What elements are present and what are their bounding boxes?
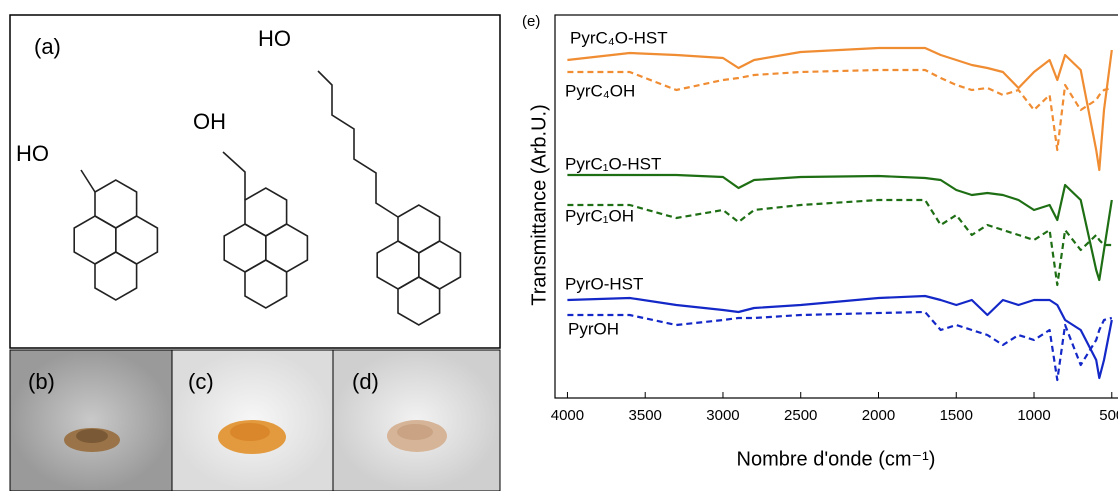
panel-label: (b) — [28, 369, 55, 394]
spectrum-line — [567, 46, 1113, 172]
x-tick-label: 500 — [1099, 407, 1118, 424]
x-tick-label: 4000 — [551, 407, 584, 424]
ring — [244, 259, 288, 309]
spectrum-line — [567, 173, 1113, 282]
x-tick-label: 1000 — [1017, 407, 1050, 424]
panel-a-frame — [9, 14, 501, 349]
structures: HO OH HO — [16, 26, 462, 326]
photo — [9, 349, 173, 491]
powder — [230, 423, 270, 441]
substituent: HO — [16, 141, 49, 166]
x-axis-label: Nombre d'onde (cm⁻¹) — [737, 448, 936, 470]
bond — [317, 70, 399, 218]
bond — [222, 151, 246, 200]
spectrum-line — [567, 68, 1113, 152]
series-label: PyrC₁O-HST — [565, 154, 661, 173]
series-label: PyrC₄O-HST — [570, 28, 668, 47]
plot-frame — [554, 14, 1118, 399]
spectrum-line — [567, 310, 1113, 382]
substituent: OH — [193, 109, 226, 134]
bond — [80, 169, 96, 193]
panel-label: (d) — [352, 369, 379, 394]
substituent: HO — [258, 26, 291, 51]
series-label: PyrO-HST — [565, 274, 643, 293]
x-tick-label: 1500 — [940, 407, 973, 424]
x-tick-label: 3500 — [629, 407, 662, 424]
spectrum-line — [567, 294, 1113, 380]
powder — [76, 429, 108, 443]
panel-label: (a) — [34, 34, 61, 59]
spectrum-line — [567, 198, 1112, 287]
x-tick-label: 3000 — [706, 407, 739, 424]
x-tick-label: 2500 — [784, 407, 817, 424]
series-label: PyrC₄OH — [565, 81, 635, 100]
series-label: PyrOH — [568, 319, 619, 338]
powder — [397, 424, 433, 440]
panel-label: (e) — [522, 13, 540, 30]
x-tick-label: 2000 — [862, 407, 895, 424]
panel-label: (c) — [188, 369, 214, 394]
ring — [94, 251, 138, 301]
y-axis-label: Transmittance (Arb.U.) — [528, 104, 550, 306]
ring — [397, 276, 441, 326]
series-label: PyrC₁OH — [565, 206, 634, 225]
